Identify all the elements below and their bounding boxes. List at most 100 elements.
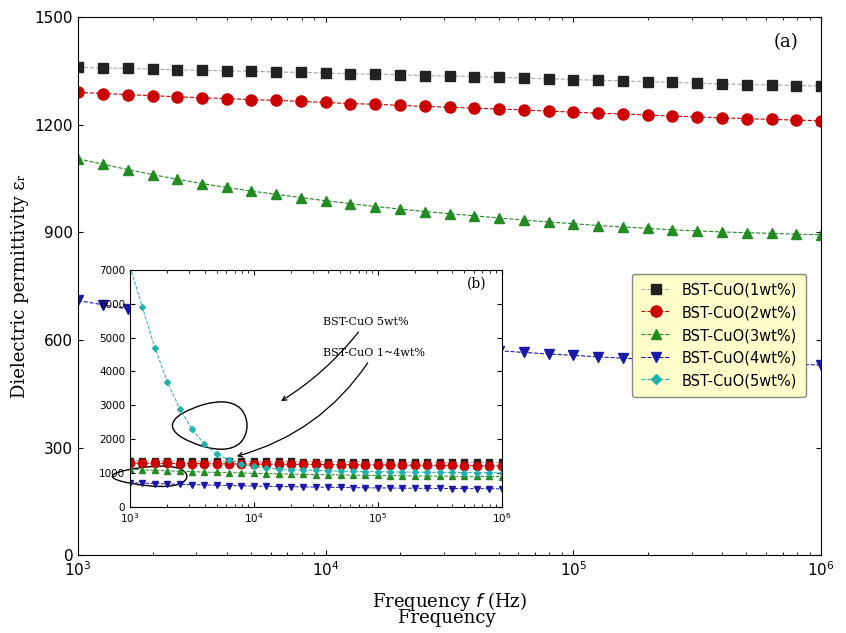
BST-CuO(3wt%) <box>296 194 306 201</box>
Text: (a): (a) <box>774 34 799 51</box>
BST-CuO(4wt%) <box>345 334 355 342</box>
BST-CuO(2wt%) <box>593 110 603 117</box>
Line: BST-CuO(3wt%): BST-CuO(3wt%) <box>73 154 826 240</box>
BST-CuO(3wt%) <box>222 184 232 191</box>
BST-CuO(4wt%) <box>246 323 256 331</box>
Line: BST-CuO(2wt%): BST-CuO(2wt%) <box>73 87 827 127</box>
BST-CuO(2wt%) <box>618 110 628 118</box>
BST-CuO(2wt%) <box>494 105 504 113</box>
BST-CuO(2wt%) <box>667 112 678 120</box>
BST-CuO(2wt%) <box>246 96 256 103</box>
BST-CuO(4wt%) <box>123 305 133 313</box>
BST-CuO(4wt%) <box>593 353 603 361</box>
BST-CuO(4wt%) <box>569 351 579 359</box>
BST-CuO(3wt%) <box>147 171 157 179</box>
BST-CuO(3wt%) <box>345 200 355 208</box>
BST-CuO(3wt%) <box>371 203 381 210</box>
BST-CuO(1wt%) <box>123 65 133 72</box>
BST-CuO(3wt%) <box>643 225 653 232</box>
BST-CuO(4wt%) <box>371 337 381 344</box>
BST-CuO(2wt%) <box>197 94 207 102</box>
BST-CuO(1wt%) <box>172 66 182 73</box>
BST-CuO(4wt%) <box>643 356 653 363</box>
Y-axis label: Dielectric permittivity εᵣ: Dielectric permittivity εᵣ <box>11 174 29 398</box>
BST-CuO(4wt%) <box>98 301 108 308</box>
BST-CuO(2wt%) <box>791 116 801 124</box>
BST-CuO(2wt%) <box>816 117 827 125</box>
BST-CuO(4wt%) <box>444 343 454 351</box>
BST-CuO(3wt%) <box>197 180 207 187</box>
BST-CuO(1wt%) <box>420 72 430 79</box>
BST-CuO(2wt%) <box>444 103 454 111</box>
BST-CuO(3wt%) <box>444 210 454 218</box>
BST-CuO(1wt%) <box>543 75 553 82</box>
BST-CuO(3wt%) <box>470 212 480 220</box>
BST-CuO(1wt%) <box>345 70 355 78</box>
BST-CuO(2wt%) <box>123 91 133 98</box>
BST-CuO(2wt%) <box>345 100 355 108</box>
BST-CuO(4wt%) <box>296 329 306 337</box>
BST-CuO(2wt%) <box>717 114 727 122</box>
BST-CuO(3wt%) <box>618 223 628 231</box>
BST-CuO(2wt%) <box>222 95 232 103</box>
BST-CuO(1wt%) <box>618 77 628 85</box>
BST-CuO(2wt%) <box>420 103 430 110</box>
BST-CuO(3wt%) <box>123 166 133 173</box>
BST-CuO(1wt%) <box>791 82 801 89</box>
BST-CuO(4wt%) <box>543 350 553 358</box>
BST-CuO(1wt%) <box>395 71 405 78</box>
BST-CuO(1wt%) <box>519 74 529 82</box>
BST-CuO(4wt%) <box>470 345 480 353</box>
BST-CuO(1wt%) <box>246 68 256 75</box>
BST-CuO(2wt%) <box>73 89 83 96</box>
BST-CuO(1wt%) <box>643 78 653 85</box>
BST-CuO(2wt%) <box>519 106 529 114</box>
BST-CuO(3wt%) <box>569 220 579 227</box>
BST-CuO(1wt%) <box>569 76 579 84</box>
BST-CuO(1wt%) <box>593 77 603 84</box>
BST-CuO(2wt%) <box>569 108 579 116</box>
BST-CuO(3wt%) <box>742 229 752 237</box>
X-axis label: Frequency $f$ (Hz): Frequency $f$ (Hz) <box>372 590 527 613</box>
BST-CuO(4wt%) <box>73 297 83 304</box>
BST-CuO(2wt%) <box>172 93 182 101</box>
BST-CuO(4wt%) <box>791 361 801 368</box>
BST-CuO(3wt%) <box>98 160 108 168</box>
Text: Frequency: Frequency <box>398 609 501 627</box>
BST-CuO(4wt%) <box>147 310 157 317</box>
BST-CuO(1wt%) <box>816 82 827 90</box>
BST-CuO(1wt%) <box>742 81 752 89</box>
BST-CuO(3wt%) <box>395 205 405 213</box>
BST-CuO(1wt%) <box>667 78 678 86</box>
BST-CuO(4wt%) <box>519 349 529 356</box>
BST-CuO(1wt%) <box>766 81 777 89</box>
BST-CuO(1wt%) <box>147 65 157 73</box>
BST-CuO(3wt%) <box>816 231 827 239</box>
BST-CuO(2wt%) <box>321 99 331 106</box>
BST-CuO(4wt%) <box>667 356 678 364</box>
BST-CuO(1wt%) <box>222 67 232 75</box>
BST-CuO(4wt%) <box>321 332 331 339</box>
BST-CuO(3wt%) <box>593 222 603 229</box>
BST-CuO(1wt%) <box>271 68 281 76</box>
BST-CuO(4wt%) <box>717 358 727 366</box>
BST-CuO(4wt%) <box>742 359 752 367</box>
BST-CuO(1wt%) <box>321 69 331 77</box>
BST-CuO(2wt%) <box>98 90 108 97</box>
BST-CuO(2wt%) <box>371 101 381 108</box>
BST-CuO(2wt%) <box>271 96 281 104</box>
BST-CuO(2wt%) <box>395 101 405 109</box>
BST-CuO(3wt%) <box>494 214 504 222</box>
BST-CuO(3wt%) <box>321 197 331 204</box>
Legend: BST-CuO(1wt%), BST-CuO(2wt%), BST-CuO(3wt%), BST-CuO(4wt%), BST-CuO(5wt%): BST-CuO(1wt%), BST-CuO(2wt%), BST-CuO(3w… <box>633 273 806 397</box>
BST-CuO(2wt%) <box>692 113 702 121</box>
BST-CuO(1wt%) <box>444 72 454 80</box>
BST-CuO(3wt%) <box>543 218 553 226</box>
BST-CuO(4wt%) <box>618 354 628 362</box>
BST-CuO(1wt%) <box>470 73 480 80</box>
BST-CuO(3wt%) <box>420 208 430 215</box>
BST-CuO(4wt%) <box>271 327 281 334</box>
BST-CuO(3wt%) <box>246 187 256 195</box>
BST-CuO(4wt%) <box>692 358 702 365</box>
BST-CuO(1wt%) <box>371 70 381 78</box>
